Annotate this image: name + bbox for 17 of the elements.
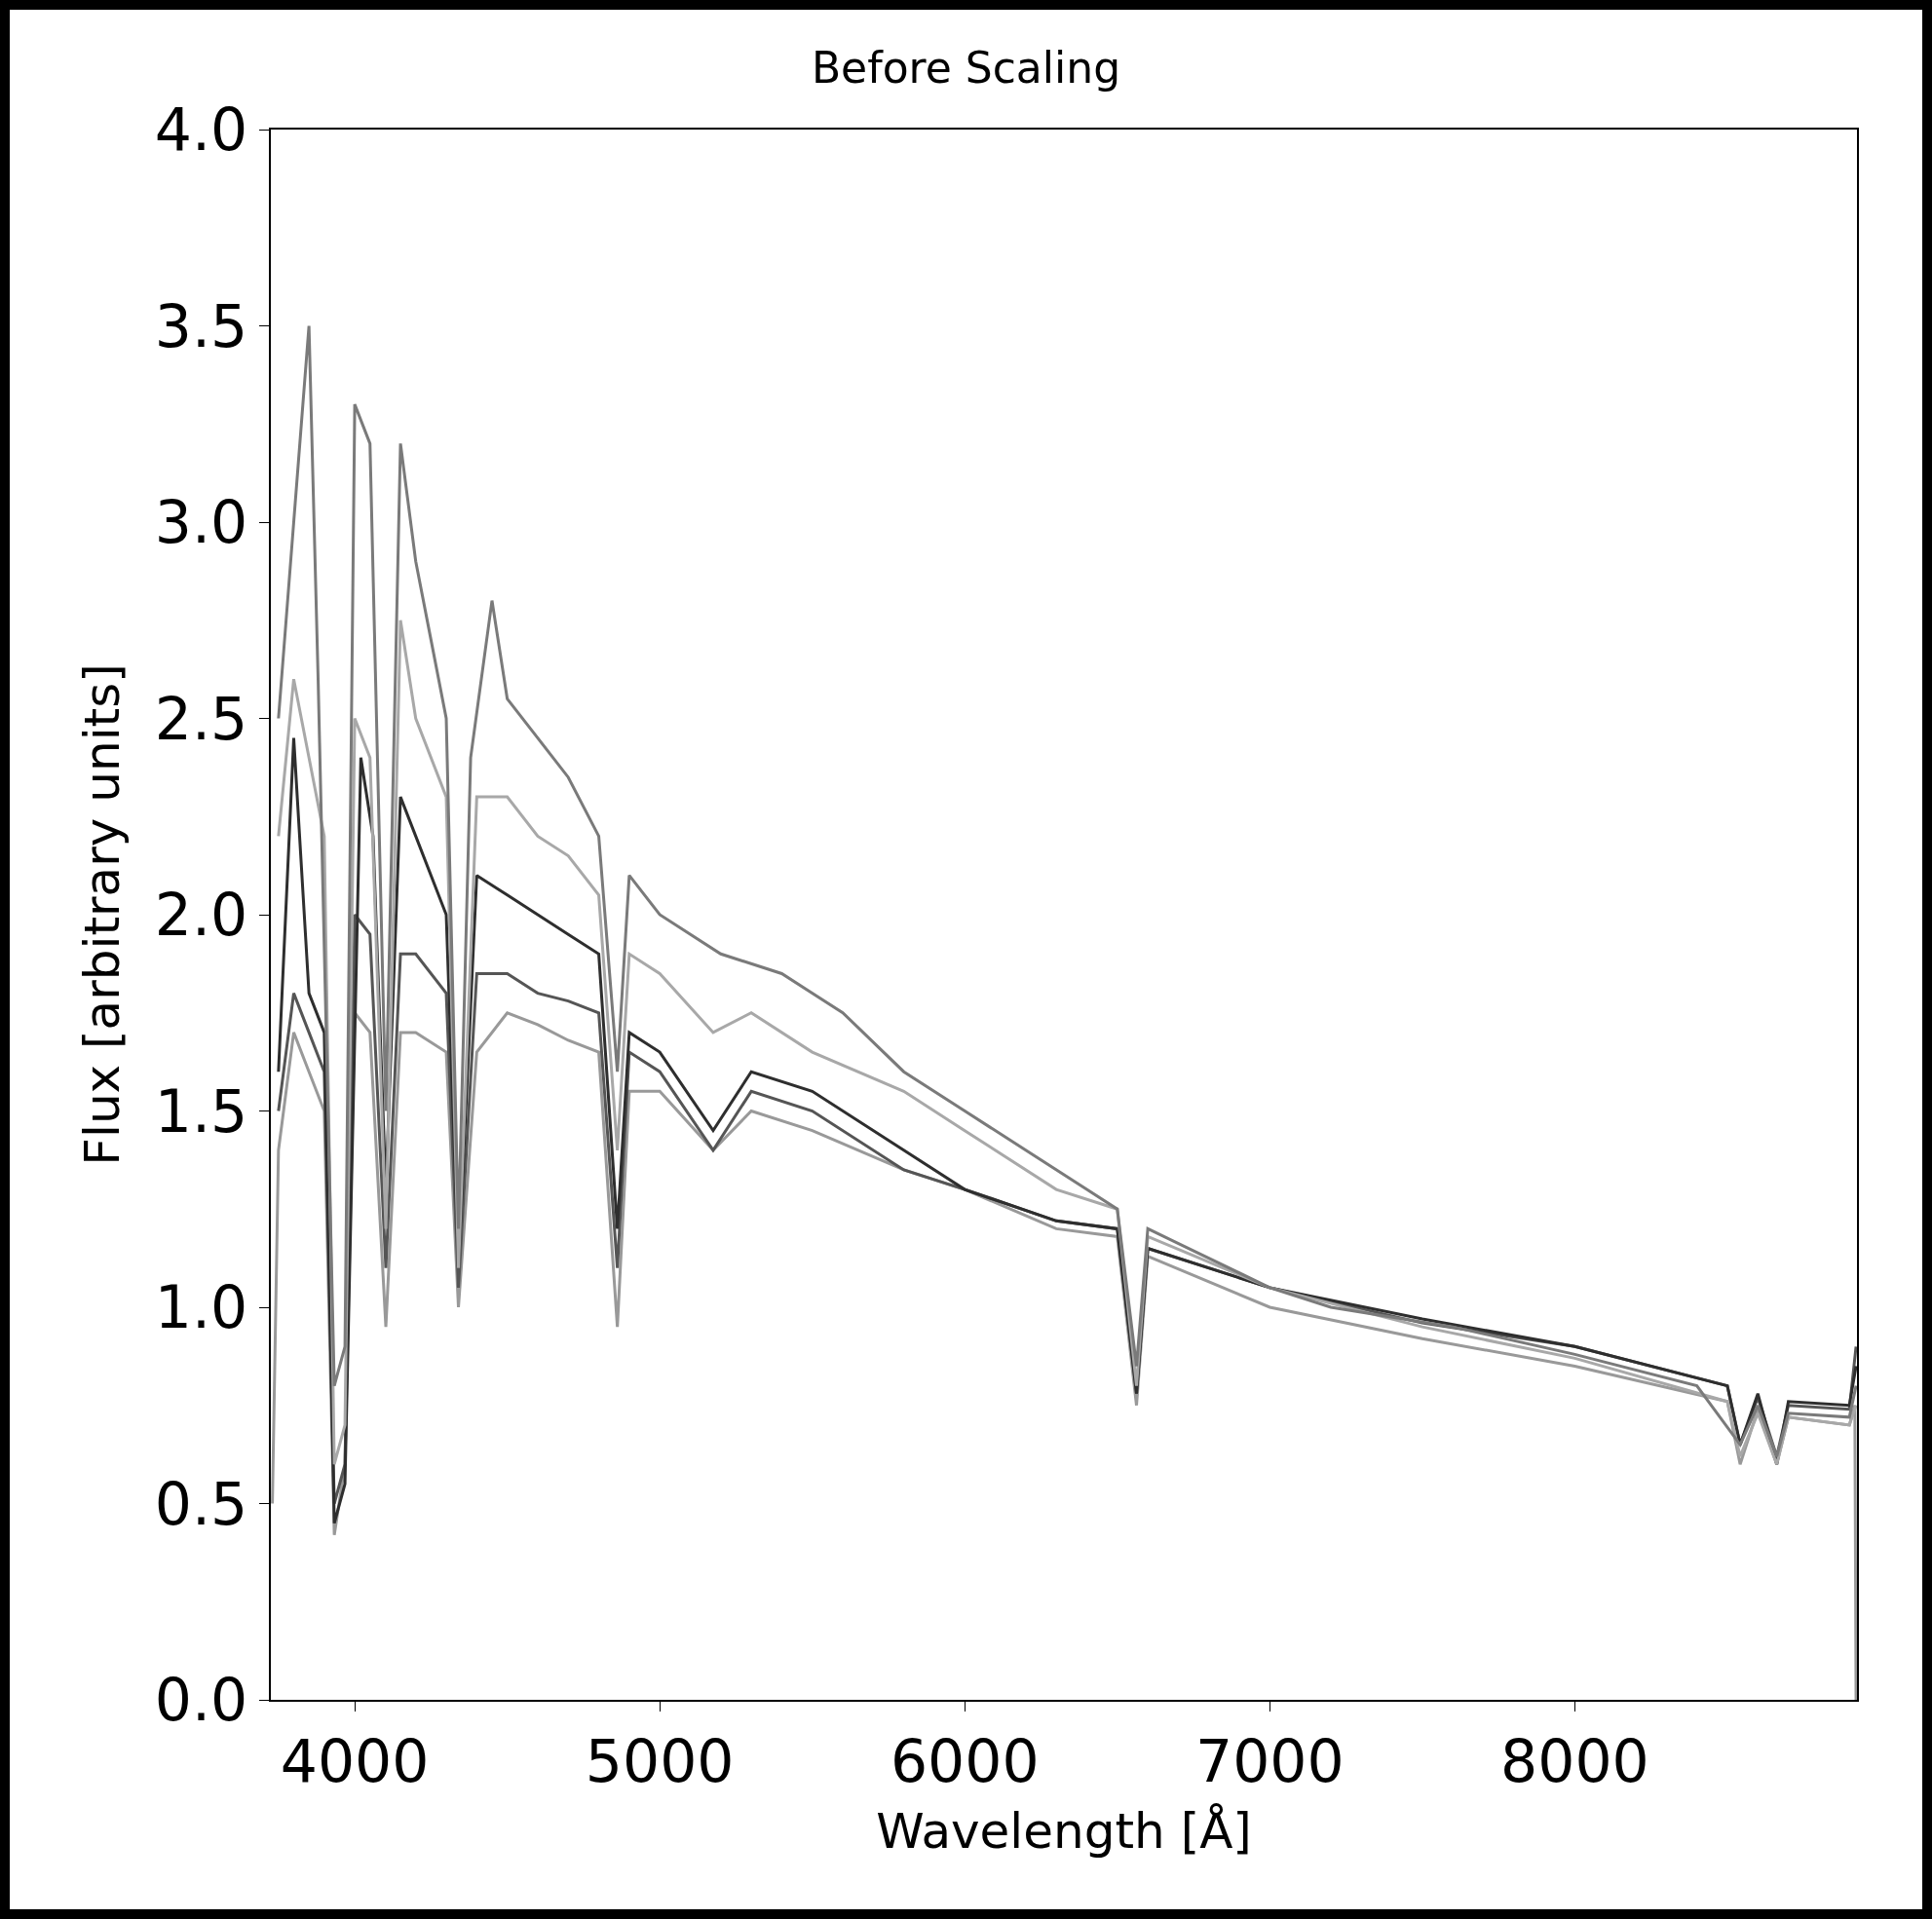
y-tick-label: 3.5	[154, 291, 248, 360]
y-axis-title: Flux [arbitrary units]	[74, 663, 132, 1166]
x-tick-label: 4000	[280, 1726, 430, 1795]
y-tick-label: 3.0	[154, 488, 248, 556]
y-tick-label: 2.5	[154, 684, 248, 753]
chart-title: Before Scaling	[811, 43, 1121, 94]
y-tick-label: 1.5	[154, 1076, 248, 1146]
x-tick-label: 5000	[585, 1726, 735, 1795]
y-tick-label: 4.0	[154, 95, 248, 164]
x-tick-label: 6000	[890, 1726, 1040, 1795]
x-tick-label: 7000	[1194, 1726, 1345, 1795]
y-tick-label: 0.5	[154, 1469, 248, 1538]
y-tick-label: 2.0	[154, 881, 248, 949]
x-axis-title: Wavelength [Å]	[876, 1802, 1252, 1860]
x-tick-label: 8000	[1500, 1726, 1649, 1795]
y-tick-label: 0.0	[154, 1666, 248, 1734]
y-tick-label: 1.0	[154, 1273, 248, 1341]
